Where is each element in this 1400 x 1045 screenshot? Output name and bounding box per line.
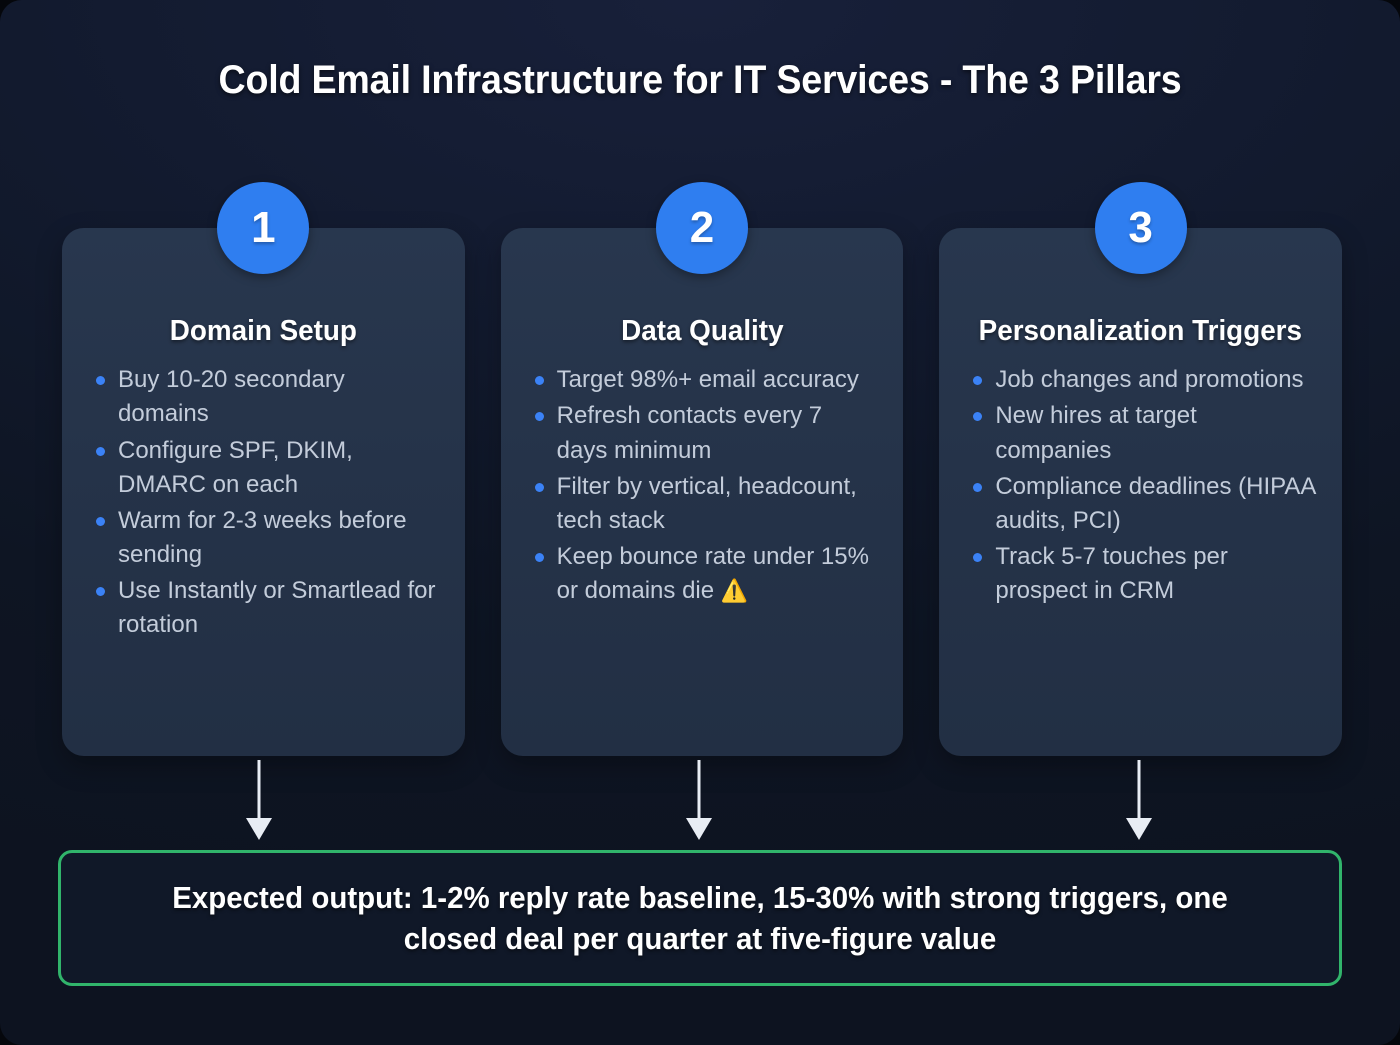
pillars-row: 1 Domain Setup Buy 10-20 secondary domai… [62, 182, 1343, 756]
list-item: Compliance deadlines (HIPAA audits, PCI) [965, 470, 1316, 538]
list-item: Filter by vertical, headcount, tech stac… [527, 470, 878, 538]
pillar-bullet-list-3: Job changes and promotions New hires at … [965, 363, 1316, 608]
arrow-down-pillar-3 [1121, 760, 1157, 844]
page-title: Cold Email Infrastructure for IT Service… [218, 58, 1182, 102]
pillar-title-3: Personalization Triggers [979, 315, 1303, 347]
list-item: Job changes and promotions [965, 363, 1316, 397]
pillar-bullet-list-2: Target 98%+ email accuracy Refresh conta… [527, 363, 878, 608]
warning-triangle-icon: ⚠️ [720, 577, 749, 603]
expected-output-text: Expected output: 1-2% reply rate baselin… [172, 879, 1228, 956]
pillar-number-badge-3: 3 [1094, 182, 1187, 274]
arrow-down-pillar-2 [681, 760, 717, 844]
pillar-bullet-list-1: Buy 10-20 secondary domains Configure SP… [88, 363, 439, 642]
list-item: Warm for 2-3 weeks before sending [88, 504, 439, 572]
pillar-card-1: 1 Domain Setup Buy 10-20 secondary domai… [62, 182, 465, 756]
expected-output-banner: Expected output: 1-2% reply rate baselin… [58, 850, 1342, 986]
list-item: Use Instantly or Smartlead for rotation [88, 574, 439, 642]
list-item: Keep bounce rate under 15% or domains di… [527, 540, 878, 608]
list-item: Track 5-7 touches per prospect in CRM [965, 540, 1316, 608]
pillar-number-badge-2: 2 [656, 182, 748, 274]
list-item: Configure SPF, DKIM, DMARC on each [88, 434, 439, 502]
list-item: Target 98%+ email accuracy [527, 363, 878, 397]
arrow-down-pillar-1 [241, 760, 277, 844]
pillar-title-1: Domain Setup [169, 315, 357, 347]
list-item: Buy 10-20 secondary domains [88, 363, 439, 431]
pillar-card-3: 3 Personalization Triggers Job changes a… [939, 182, 1343, 756]
list-item: New hires at target companies [965, 399, 1316, 467]
pillar-number-badge-1: 1 [217, 182, 310, 274]
pillar-title-2: Data Quality [620, 315, 784, 347]
list-item: Refresh contacts every 7 days minimum [527, 399, 878, 467]
pillar-card-2: 2 Data Quality Target 98%+ email accurac… [500, 182, 904, 756]
list-item-text: Keep bounce rate under 15% or domains di… [556, 542, 869, 604]
